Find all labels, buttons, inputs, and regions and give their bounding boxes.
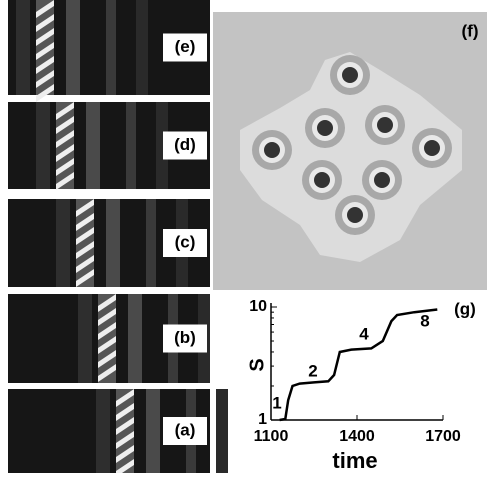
x-tick-label: 1700 — [425, 428, 461, 445]
annotation: 4 — [359, 324, 369, 343]
spiral-core — [377, 117, 393, 133]
stripe — [146, 389, 160, 473]
panel-label: (f) — [462, 21, 479, 40]
stripe — [56, 199, 70, 287]
stripe — [216, 389, 228, 473]
panel-label: (a) — [175, 420, 196, 439]
panel-label: (c) — [175, 232, 196, 251]
spiral-core — [424, 140, 440, 156]
y-axis-label: S — [246, 358, 268, 371]
spiral-core — [347, 207, 363, 223]
annotation: 1 — [272, 393, 281, 412]
spiral-core — [314, 172, 330, 188]
stripe — [66, 0, 80, 95]
spiral-core — [264, 142, 280, 158]
annotation: 8 — [420, 311, 429, 330]
plot-g: 1 10 1100 1400 1700 time S (g) 1 2 4 8 — [246, 298, 476, 473]
x-tick-label: 1100 — [254, 428, 289, 445]
panel-label: (d) — [174, 135, 196, 154]
panel-column: (e) (d) (c) (b) (a) — [8, 0, 228, 473]
stripe — [78, 294, 92, 383]
x-tick-label: 1400 — [339, 428, 375, 445]
stripe — [136, 0, 148, 95]
stripe — [96, 389, 110, 473]
stripe — [128, 294, 142, 383]
spiral-core — [374, 172, 390, 188]
chart-label: (g) — [454, 299, 476, 318]
annotation: 2 — [308, 361, 317, 380]
panel-label: (e) — [175, 37, 196, 56]
figure: (e) (d) (c) (b) (a) (f) 1 10 1100 1400 1700 time S… — [0, 0, 487, 473]
stripe — [106, 0, 116, 95]
panel-label: (b) — [174, 328, 196, 347]
stripe — [146, 199, 156, 287]
spiral-core — [342, 67, 358, 83]
y-tick-label: 10 — [249, 298, 267, 315]
spiral-core — [317, 120, 333, 136]
y-tick-label: 1 — [258, 411, 267, 428]
x-axis-label: time — [332, 448, 377, 473]
stripe — [126, 102, 136, 189]
stripe — [36, 102, 50, 189]
stripe — [86, 102, 100, 189]
panel-f: (f) — [213, 12, 487, 290]
stripe — [16, 0, 30, 95]
stripe — [106, 199, 120, 287]
